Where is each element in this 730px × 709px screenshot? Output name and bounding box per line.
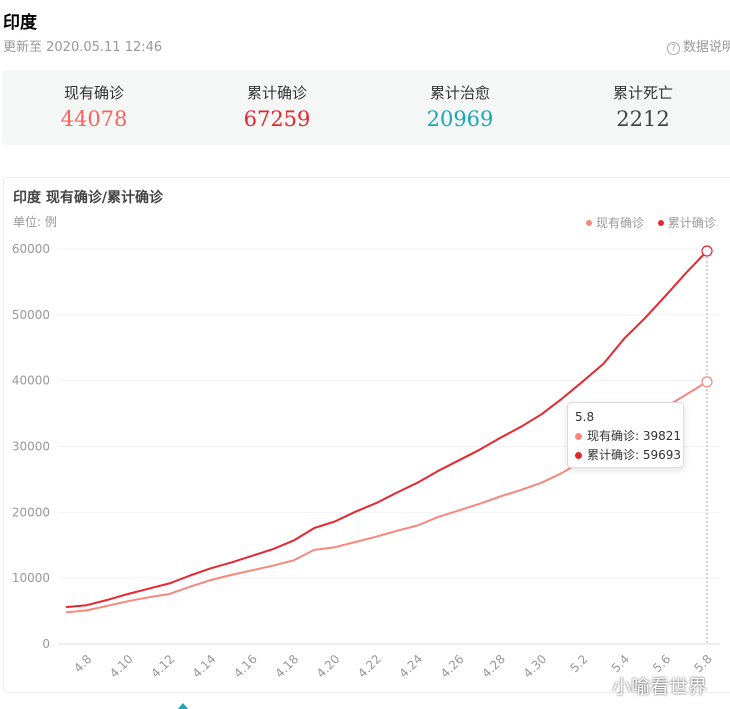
legend-item-current[interactable]: 现有确诊: [586, 216, 644, 230]
highlight-point-0: [701, 376, 713, 388]
chart-unit: 单位: 例: [13, 215, 57, 229]
x-tick-label: 4.22: [355, 652, 384, 681]
stat-value: 20969: [426, 107, 494, 131]
series-line-1: [65, 250, 708, 609]
y-tick-label: 60000: [12, 242, 50, 256]
x-tick-label: 4.10: [107, 652, 136, 681]
stat-value: 2212: [616, 107, 670, 131]
x-tick-label: 4.30: [521, 652, 550, 681]
stat-label: 累计治愈: [429, 84, 490, 102]
stats-panel: 现有确诊 44078 累计确诊 67259 累计治愈 20969 累计死亡 2212: [2, 70, 730, 145]
x-tick-label: 4.24: [397, 652, 426, 681]
x-tick-label: 4.8: [71, 652, 94, 675]
watermark: 小喻看世界: [612, 676, 708, 698]
tooltip-date: 5.8: [575, 410, 595, 424]
stat-value: 67259: [243, 107, 311, 131]
highlight-point-1: [701, 245, 713, 257]
question-circle-icon: ?: [667, 42, 680, 55]
y-tick-label: 0: [42, 637, 50, 651]
x-tick-label: 4.14: [190, 652, 219, 681]
x-tick-label: 4.26: [438, 652, 467, 681]
chart-legend: 现有确诊 累计确诊: [586, 214, 726, 231]
stat-value: 44078: [60, 107, 128, 131]
stat-label: 累计确诊: [246, 84, 307, 102]
stat-cumulative: 累计确诊 67259: [197, 82, 357, 131]
stat-current: 现有确诊 44078: [14, 82, 174, 131]
y-tick-label: 30000: [12, 440, 50, 454]
tooltip-row-cumulative: 累计确诊: 59693: [575, 446, 681, 465]
x-tick-label: 4.18: [272, 652, 301, 681]
help-label: 数据说明: [683, 40, 730, 55]
y-tick-label: 10000: [12, 571, 50, 585]
chart-card: [3, 177, 730, 693]
y-tick-label: 50000: [12, 308, 50, 322]
tab-indicator: [178, 703, 188, 709]
x-tick-label: 4.12: [148, 652, 177, 681]
tooltip-row-current: 现有确诊: 39821: [575, 427, 681, 446]
x-tick-label: 4.28: [479, 652, 508, 681]
page-title: 印度: [3, 13, 37, 33]
stat-recovered: 累计治愈 20969: [380, 82, 540, 131]
x-tick-label: 4.16: [231, 652, 260, 681]
stat-label: 现有确诊: [63, 84, 124, 102]
stat-deaths: 累计死亡 2212: [563, 82, 723, 131]
chart-tooltip: 5.8 现有确诊: 39821 累计确诊: 59693: [567, 402, 684, 468]
x-tick-label: 4.20: [314, 652, 343, 681]
legend-item-cumulative[interactable]: 累计确诊: [657, 216, 716, 230]
stat-label: 累计死亡: [612, 84, 673, 102]
y-tick-label: 20000: [12, 505, 50, 519]
data-help-link[interactable]: ? 数据说明: [667, 36, 730, 55]
y-tick-label: 40000: [12, 374, 50, 388]
x-tick-label: 5.2: [567, 652, 590, 675]
chart-title: 印度 现有确诊/累计确诊: [13, 190, 163, 206]
update-time: 更新至 2020.05.11 12:46: [3, 40, 163, 55]
